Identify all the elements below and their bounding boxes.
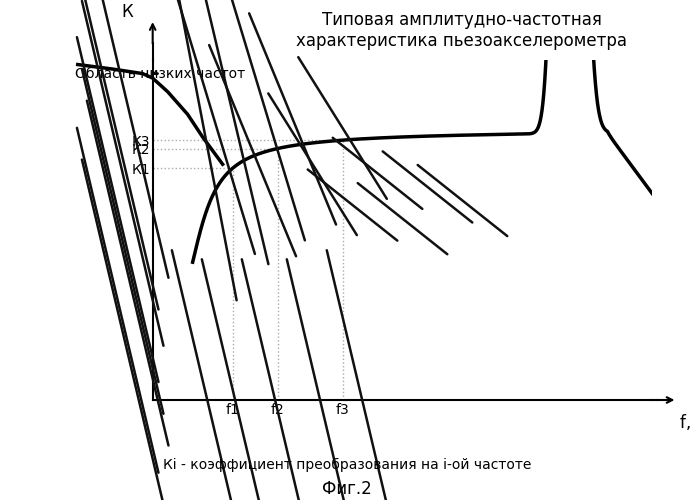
- Text: К: К: [122, 4, 133, 22]
- Text: Типовая амплитудно-частотная
характеристика пьезоакселерометра: Типовая амплитудно-частотная характерист…: [296, 11, 627, 50]
- Text: Кi - коэффициент преобразования на i-ой частоте: Кi - коэффициент преобразования на i-ой …: [163, 458, 531, 472]
- Text: f, Гц: f, Гц: [680, 414, 694, 432]
- Text: Область низких частот: Область низких частот: [75, 66, 246, 80]
- Text: Фиг.2: Фиг.2: [322, 480, 372, 498]
